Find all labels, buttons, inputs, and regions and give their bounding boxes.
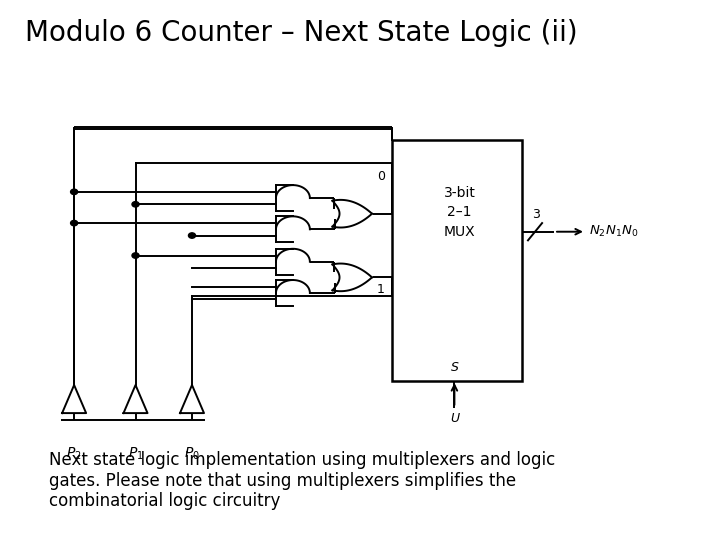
- Circle shape: [132, 253, 139, 258]
- Text: 0: 0: [377, 170, 384, 183]
- Text: $N_2N_1N_0$: $N_2N_1N_0$: [590, 224, 639, 239]
- Text: $P_1$: $P_1$: [127, 446, 143, 462]
- Text: $P_2$: $P_2$: [66, 446, 82, 462]
- Text: Next state logic implementation using multiplexers and logic
gates. Please note : Next state logic implementation using mu…: [50, 451, 556, 510]
- Text: Modulo 6 Counter – Next State Logic (ii): Modulo 6 Counter – Next State Logic (ii): [24, 19, 577, 47]
- Text: 1: 1: [377, 283, 384, 296]
- Circle shape: [71, 189, 78, 194]
- Text: 3-bit
2–1
MUX: 3-bit 2–1 MUX: [444, 186, 476, 239]
- Bar: [392, 140, 522, 381]
- Text: S: S: [451, 361, 459, 374]
- Circle shape: [71, 220, 78, 226]
- Text: 3: 3: [533, 208, 541, 221]
- Text: U: U: [450, 412, 459, 425]
- Circle shape: [189, 233, 196, 238]
- Circle shape: [132, 201, 139, 207]
- Text: $P_0$: $P_0$: [184, 446, 200, 462]
